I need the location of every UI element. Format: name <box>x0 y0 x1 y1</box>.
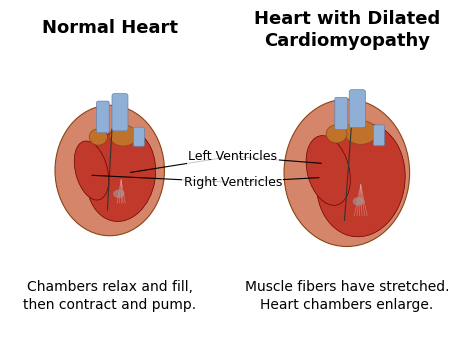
FancyBboxPatch shape <box>335 97 348 130</box>
Ellipse shape <box>87 129 156 222</box>
Ellipse shape <box>345 121 377 144</box>
Ellipse shape <box>306 136 350 205</box>
Text: Normal Heart: Normal Heart <box>42 19 178 37</box>
Text: Chambers relax and fill,
then contract and pump.: Chambers relax and fill, then contract a… <box>23 280 196 312</box>
Ellipse shape <box>74 141 109 200</box>
Text: Muscle fibers have stretched.
Heart chambers enlarge.: Muscle fibers have stretched. Heart cham… <box>245 280 449 312</box>
Ellipse shape <box>326 125 347 143</box>
Text: Right Ventricles: Right Ventricles <box>183 176 282 189</box>
Ellipse shape <box>284 99 410 246</box>
Ellipse shape <box>55 105 164 236</box>
FancyBboxPatch shape <box>112 94 128 131</box>
FancyBboxPatch shape <box>133 127 145 146</box>
Ellipse shape <box>353 197 364 206</box>
Text: Heart with Dilated
Cardiomyopathy: Heart with Dilated Cardiomyopathy <box>254 10 440 50</box>
Ellipse shape <box>109 125 137 146</box>
FancyBboxPatch shape <box>97 101 109 133</box>
Ellipse shape <box>89 129 108 145</box>
FancyBboxPatch shape <box>349 90 365 128</box>
Ellipse shape <box>113 190 125 198</box>
FancyBboxPatch shape <box>374 125 384 146</box>
Ellipse shape <box>316 123 405 237</box>
Text: Left Ventricles: Left Ventricles <box>188 150 277 163</box>
